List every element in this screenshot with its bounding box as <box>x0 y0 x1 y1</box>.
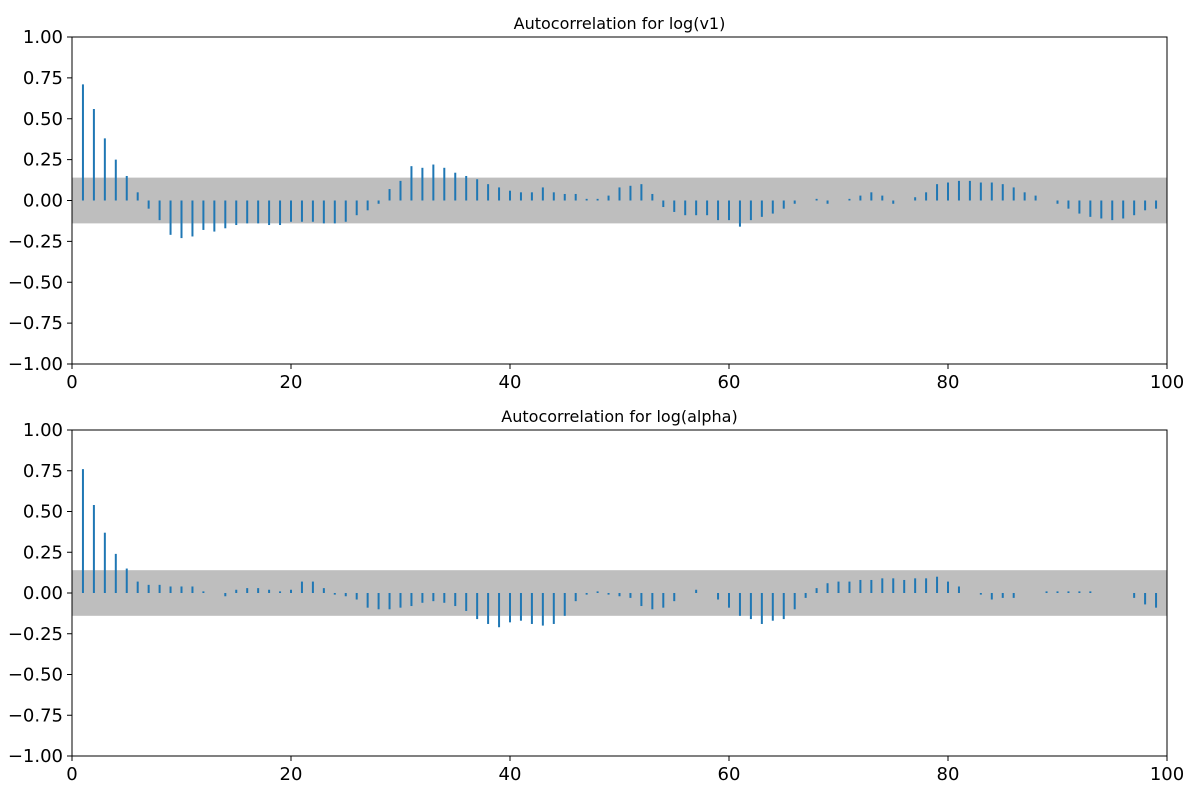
y-tick-label: 0.00 <box>23 583 63 604</box>
x-tick-label: 80 <box>937 372 960 393</box>
y-tick-label: 0.50 <box>23 502 63 523</box>
chart-title: Autocorrelation for log(alpha) <box>501 407 737 426</box>
y-tick-label: 0.25 <box>23 150 63 171</box>
y-tick-label: −0.50 <box>8 665 63 686</box>
acf-panel-2: Autocorrelation for log(alpha) 0 20 40 60 80 1… <box>8 407 1184 785</box>
x-tick-label: 80 <box>937 764 960 785</box>
x-tick-label: 40 <box>499 372 522 393</box>
x-tick-label: 0 <box>66 764 77 785</box>
y-tick-label: −0.25 <box>8 624 63 645</box>
y-tick-label: 0.75 <box>23 461 63 482</box>
y-tick-label: −0.75 <box>8 313 63 334</box>
x-tick-label: 40 <box>499 764 522 785</box>
x-tick-label: 20 <box>280 372 303 393</box>
y-tick-label: 1.00 <box>23 420 63 441</box>
y-tick-label: 1.00 <box>23 27 63 48</box>
y-tick-label: 0.25 <box>23 542 63 563</box>
y-tick-label: −0.75 <box>8 705 63 726</box>
x-tick-label: 100 <box>1150 372 1184 393</box>
y-tick-label: 0.75 <box>23 68 63 89</box>
acf-panel-1: Autocorrelation for log(v1) 0 20 40 60 80 100 −… <box>8 14 1184 393</box>
x-tick-label: 60 <box>718 372 741 393</box>
chart-title: Autocorrelation for log(v1) <box>514 14 726 33</box>
x-tick-label: 60 <box>718 764 741 785</box>
y-tick-label: 0.50 <box>23 109 63 130</box>
y-tick-label: −1.00 <box>8 746 63 767</box>
x-tick-label: 0 <box>66 372 77 393</box>
y-tick-label: −0.50 <box>8 272 63 293</box>
x-tick-label: 100 <box>1150 764 1184 785</box>
x-tick-label: 20 <box>280 764 303 785</box>
y-tick-label: −1.00 <box>8 354 63 375</box>
y-tick-label: 0.00 <box>23 191 63 212</box>
y-tick-label: −0.25 <box>8 231 63 252</box>
